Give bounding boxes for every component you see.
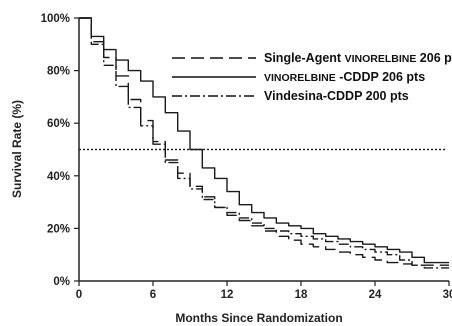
legend-label: VINORELBINE -CDDP 206 pts (264, 70, 425, 84)
x-axis-label: Months Since Randomization (175, 311, 342, 325)
y-axis-label: Survival Rate (%) (10, 100, 24, 198)
legend-label: Vindesina-CDDP 200 pts (264, 89, 409, 103)
tick-labels: 0 6 12 18 24 30 0% 20% 40% 60% 80% 100% (41, 13, 452, 301)
x-tick-label: 18 (295, 289, 308, 301)
y-tick-label: 60% (47, 118, 70, 130)
x-tick-label: 12 (221, 289, 234, 301)
legend: Single-Agent VINORELBINE 206 pts VINORELB… (172, 51, 452, 103)
x-tick-label: 30 (443, 289, 452, 301)
survival-curve-solid (79, 17, 449, 264)
y-tick-label: 0% (53, 276, 70, 288)
legend-label: Single-Agent VINORELBINE 206 pts (264, 51, 452, 65)
x-tick-label: 6 (150, 289, 156, 301)
y-tick-label: 80% (47, 66, 70, 78)
x-tick-label: 0 (76, 289, 82, 301)
survival-curves (79, 17, 449, 269)
x-tick-label: 24 (369, 289, 382, 301)
survival-curve-dash-dot (79, 17, 449, 269)
y-tick-label: 40% (47, 171, 70, 183)
y-tick-label: 100% (41, 13, 70, 25)
y-tick-label: 20% (47, 223, 70, 235)
